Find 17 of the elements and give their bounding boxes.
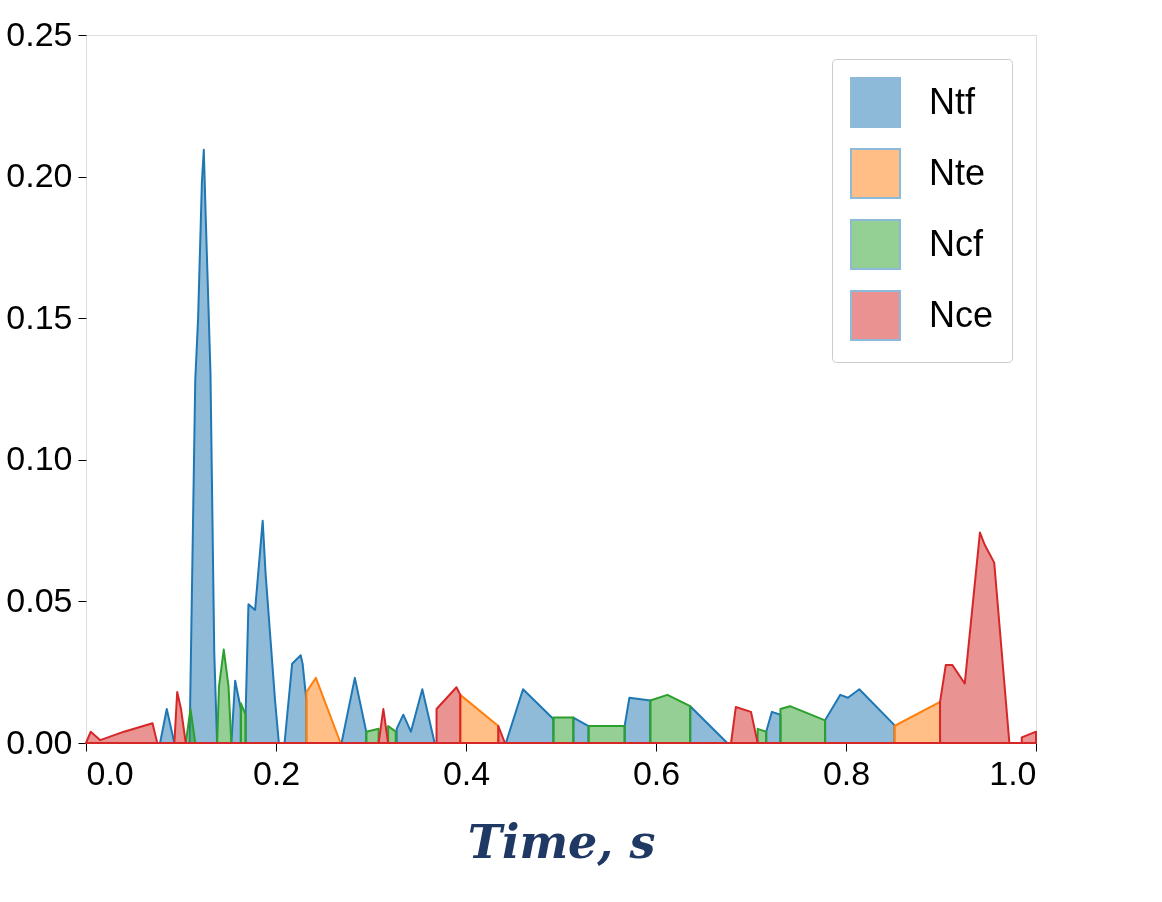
x-axis-title: Time, s (467, 814, 656, 869)
legend-label: Ntf (929, 80, 976, 122)
y-tick-label: 0.15 (6, 297, 73, 336)
x-tick-label: 0.2 (252, 753, 301, 792)
x-tick-label: 0.4 (442, 753, 491, 792)
x-tick-label: 0.8 (822, 753, 871, 792)
x-tick-label: 0.6 (632, 753, 681, 792)
y-tick-label: 0.25 (6, 14, 73, 53)
y-tick-label: 0.00 (6, 722, 73, 761)
legend-label: Nte (929, 151, 986, 193)
legend-label: Nce (929, 293, 994, 335)
x-tick-label: 1.0 (989, 753, 1037, 792)
y-tick-label: 0.05 (6, 580, 73, 619)
y-tick-label: 0.10 (6, 439, 73, 478)
x-tick-label: 0.0 (86, 753, 134, 792)
y-tick-label: 0.20 (6, 156, 73, 195)
legend-label: Ncf (929, 222, 984, 264)
